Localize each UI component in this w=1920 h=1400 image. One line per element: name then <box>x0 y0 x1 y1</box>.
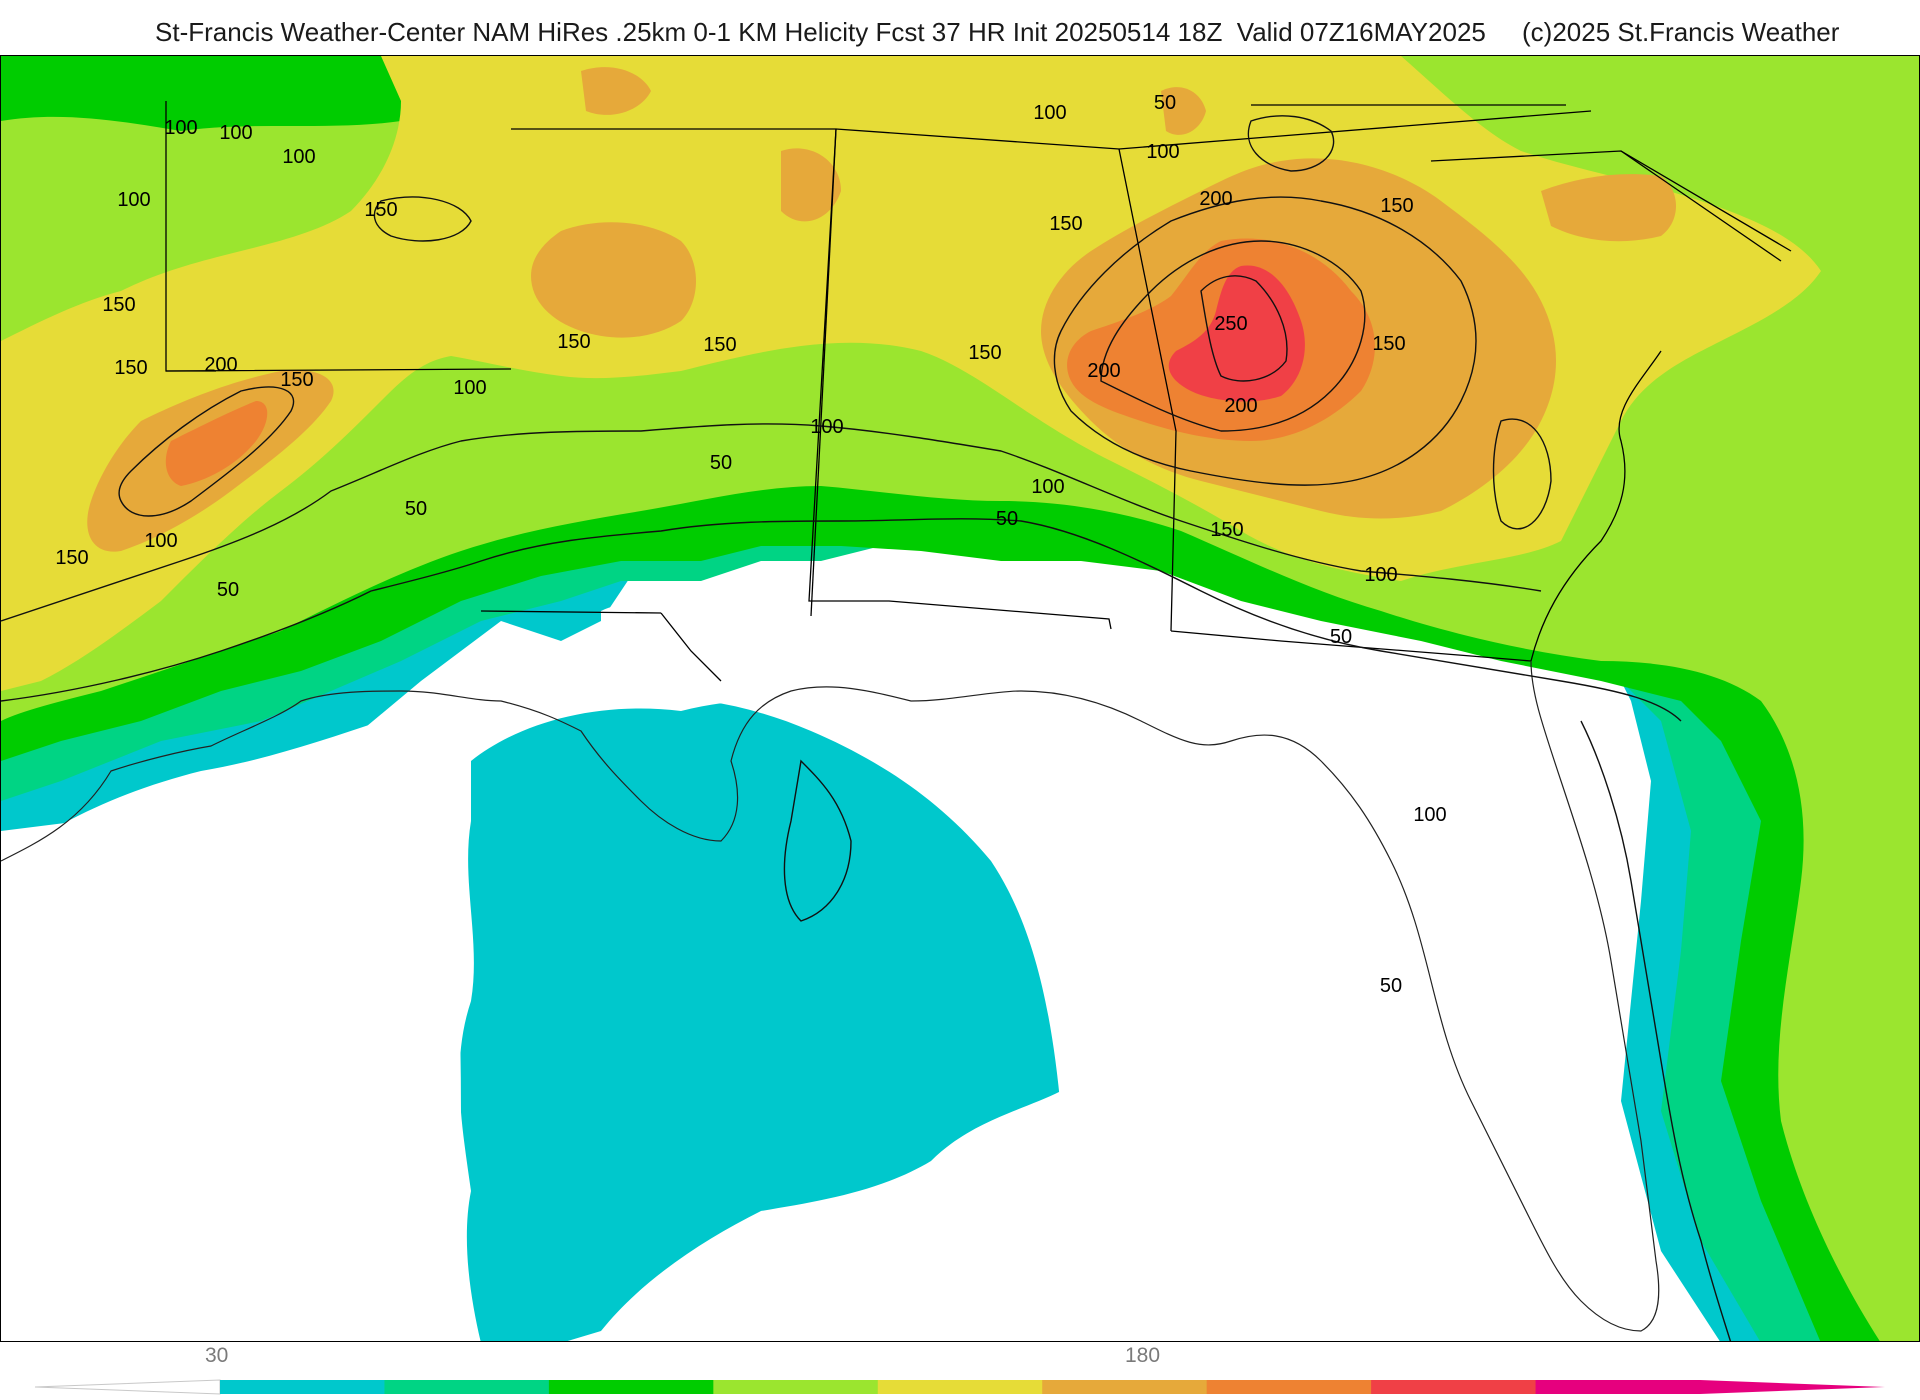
contour-label: 100 <box>1364 564 1397 586</box>
contour-label: 200 <box>1087 360 1120 382</box>
contour-label: 200 <box>1199 188 1232 210</box>
legend-underflow-arrow <box>34 1379 221 1395</box>
contour-label: 150 <box>114 357 147 379</box>
contour-label: 150 <box>1210 519 1243 541</box>
contour-label: 150 <box>102 294 135 316</box>
legend-swatch <box>713 1380 879 1394</box>
contour-label: 150 <box>968 342 1001 364</box>
legend-tick-180: 180 <box>1125 1344 1161 1367</box>
contour-label: 250 <box>1214 313 1247 335</box>
cyan-gulf-streak <box>731 688 824 901</box>
contour-label: 50 <box>1380 975 1402 997</box>
contour-label: 50 <box>217 579 239 601</box>
coastline <box>1 660 1660 1332</box>
contour-label: 100 <box>117 189 150 211</box>
legend-swatch <box>220 1380 385 1394</box>
legend-swatch <box>1206 1380 1372 1394</box>
legend-overflow-arrow <box>1700 1380 1885 1394</box>
copyright-notice: (c)2025 St.Francis Weather <box>1522 17 1840 47</box>
color-legend: 30 180 <box>0 1342 1920 1400</box>
contour-label: 100 <box>282 146 315 168</box>
contour-label: 100 <box>164 117 197 139</box>
helicity-map: 100 100 100 100 150 150 150 200 150 150 150 100 100 5… <box>0 55 1920 1342</box>
contour-label: 100 <box>144 530 177 552</box>
legend-tick-30: 30 <box>205 1344 229 1367</box>
gulf-low-region <box>1 581 1641 1341</box>
contour-label: 150 <box>364 199 397 221</box>
contour-label: 50 <box>405 498 427 520</box>
contour-label: 100 <box>1031 476 1064 498</box>
contour-label: 50 <box>996 508 1018 530</box>
contour-label: 150 <box>280 369 313 391</box>
contour-label: 100 <box>453 377 486 399</box>
contour-label: 50 <box>1330 626 1352 648</box>
legend-swatch <box>384 1380 550 1394</box>
contour-label: 100 <box>1413 804 1446 826</box>
legend-swatch <box>877 1380 1043 1394</box>
contour-lines <box>1 115 1732 1341</box>
map-canvas: 100 100 100 100 150 150 150 200 150 150 150 100 100 5… <box>1 56 1919 1341</box>
contour-label: 100 <box>1033 102 1066 124</box>
contour-label: 150 <box>1372 333 1405 355</box>
contour-label: 150 <box>1049 213 1082 235</box>
contour-label: 100 <box>219 122 252 144</box>
contour-label: 150 <box>557 331 590 353</box>
contour-label: 150 <box>1380 195 1413 217</box>
contour-label: 50 <box>710 452 732 474</box>
contour-labels: 100 100 100 100 150 150 150 200 150 150 150 100 100 5… <box>55 92 1446 997</box>
legend-colorbar <box>34 1379 1885 1395</box>
contour-label: 50 <box>1154 92 1176 114</box>
cyan-gulf-blob <box>459 700 1072 1341</box>
contour-label: 200 <box>204 354 237 376</box>
legend-swatch <box>1535 1380 1701 1394</box>
legend-swatches <box>220 1380 1701 1394</box>
legend-swatch <box>548 1380 714 1394</box>
chart-title: St-Francis Weather-Center NAM HiRes .25k… <box>155 17 1486 47</box>
legend-swatch <box>1042 1380 1208 1394</box>
title-bar: St-Francis Weather-Center NAM HiRes .25k… <box>0 0 1920 58</box>
contour-label: 150 <box>55 547 88 569</box>
contour-label: 100 <box>810 416 843 438</box>
legend-swatch <box>1371 1380 1537 1394</box>
contour-label: 200 <box>1224 395 1257 417</box>
contour-label: 150 <box>703 334 736 356</box>
contour-label: 100 <box>1146 141 1179 163</box>
